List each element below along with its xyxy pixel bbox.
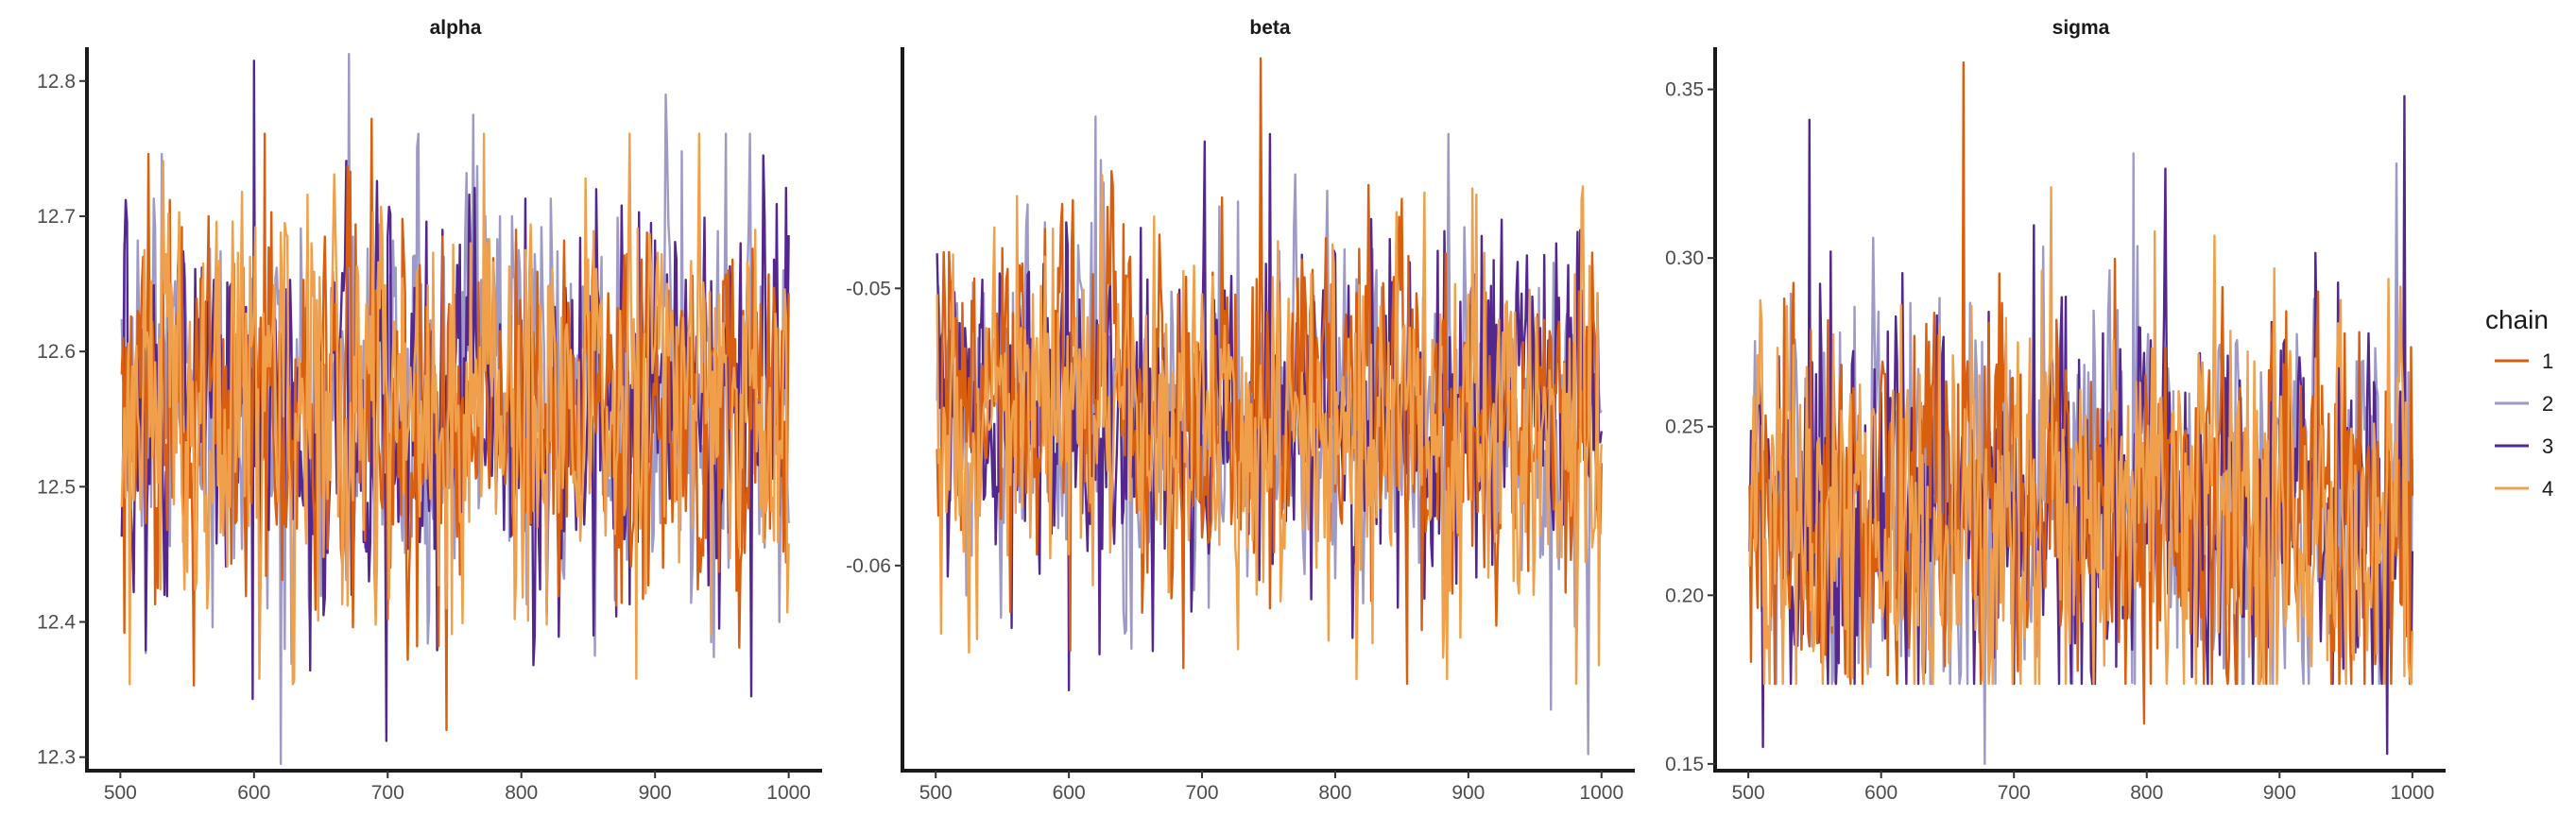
trace-chain-4	[120, 132, 790, 686]
legend-title: chain	[2485, 305, 2549, 334]
x-tick-label: 500	[919, 782, 953, 804]
legend-item-1: 1	[2495, 349, 2553, 373]
panels: alpha 12.3 12.4 12.5 12.6 12.7 12.8 500 600 700 80…	[37, 17, 2446, 804]
trace-chain-4	[1748, 186, 2414, 686]
y-tick-label: 12.5	[37, 476, 76, 498]
traces	[936, 57, 1603, 756]
panel-title: sigma	[2052, 17, 2110, 39]
x-tick-label: 700	[1998, 782, 2031, 804]
x-tick-label: 800	[2130, 782, 2163, 804]
x-tick-label: 1000	[1579, 782, 1623, 804]
y-tick-label: 12.8	[37, 71, 76, 93]
panel-title: alpha	[430, 17, 482, 39]
x-tick-label: 700	[371, 782, 404, 804]
panel-title: beta	[1249, 17, 1291, 39]
x-tick-label: 1000	[766, 782, 811, 804]
legend-item-4: 4	[2495, 477, 2553, 501]
y-tick-label: 0.30	[1665, 247, 1704, 269]
x-tick-label: 500	[1732, 782, 1765, 804]
y-tick-label: 12.3	[37, 747, 76, 769]
x-tick-label: 900	[2263, 782, 2296, 804]
x-tick-label: 500	[104, 782, 137, 804]
x-tick-label: 900	[1451, 782, 1485, 804]
x-tick-label: 900	[639, 782, 672, 804]
y-tick-label: 0.20	[1665, 585, 1704, 606]
y-tick-label: 12.6	[37, 341, 76, 363]
traces	[120, 52, 790, 766]
legend-label: 3	[2542, 434, 2553, 458]
x-tick-label: 600	[1053, 782, 1086, 804]
y-tick-label: -0.05	[846, 278, 891, 299]
panel-alpha: alpha 12.3 12.4 12.5 12.6 12.7 12.8 500 600 700 80…	[37, 17, 822, 804]
legend-label: 1	[2542, 349, 2553, 373]
legend: chain 1 2 3 4	[2485, 305, 2553, 501]
y-tick-label: -0.06	[846, 555, 891, 577]
y-tick-label: 0.35	[1665, 79, 1704, 101]
y-tick-label: 12.4	[37, 612, 76, 634]
legend-items: 1 2 3 4	[2495, 349, 2553, 501]
trace-chain-4	[936, 174, 1603, 686]
x-tick-label: 800	[505, 782, 538, 804]
panel-beta: beta -0.06 -0.05 500 600 700 800 900 1000	[846, 17, 1635, 804]
y-tick-label: 0.15	[1665, 754, 1704, 775]
x-tick-label: 1000	[2391, 782, 2435, 804]
panel-sigma: sigma 0.15 0.20 0.25 0.30 0.35 500 600 700 800 900…	[1665, 17, 2446, 804]
traces	[1748, 60, 2414, 766]
x-tick-label: 700	[1186, 782, 1219, 804]
trace-chain-3	[936, 132, 1603, 692]
y-tick-label: 0.25	[1665, 416, 1704, 438]
x-tick-label: 600	[237, 782, 270, 804]
legend-item-3: 3	[2495, 434, 2553, 458]
legend-label: 4	[2542, 477, 2553, 501]
legend-item-2: 2	[2495, 392, 2553, 416]
x-tick-label: 600	[1864, 782, 1898, 804]
y-tick-label: 12.7	[37, 206, 76, 228]
legend-label: 2	[2542, 392, 2553, 416]
x-tick-label: 800	[1318, 782, 1351, 804]
